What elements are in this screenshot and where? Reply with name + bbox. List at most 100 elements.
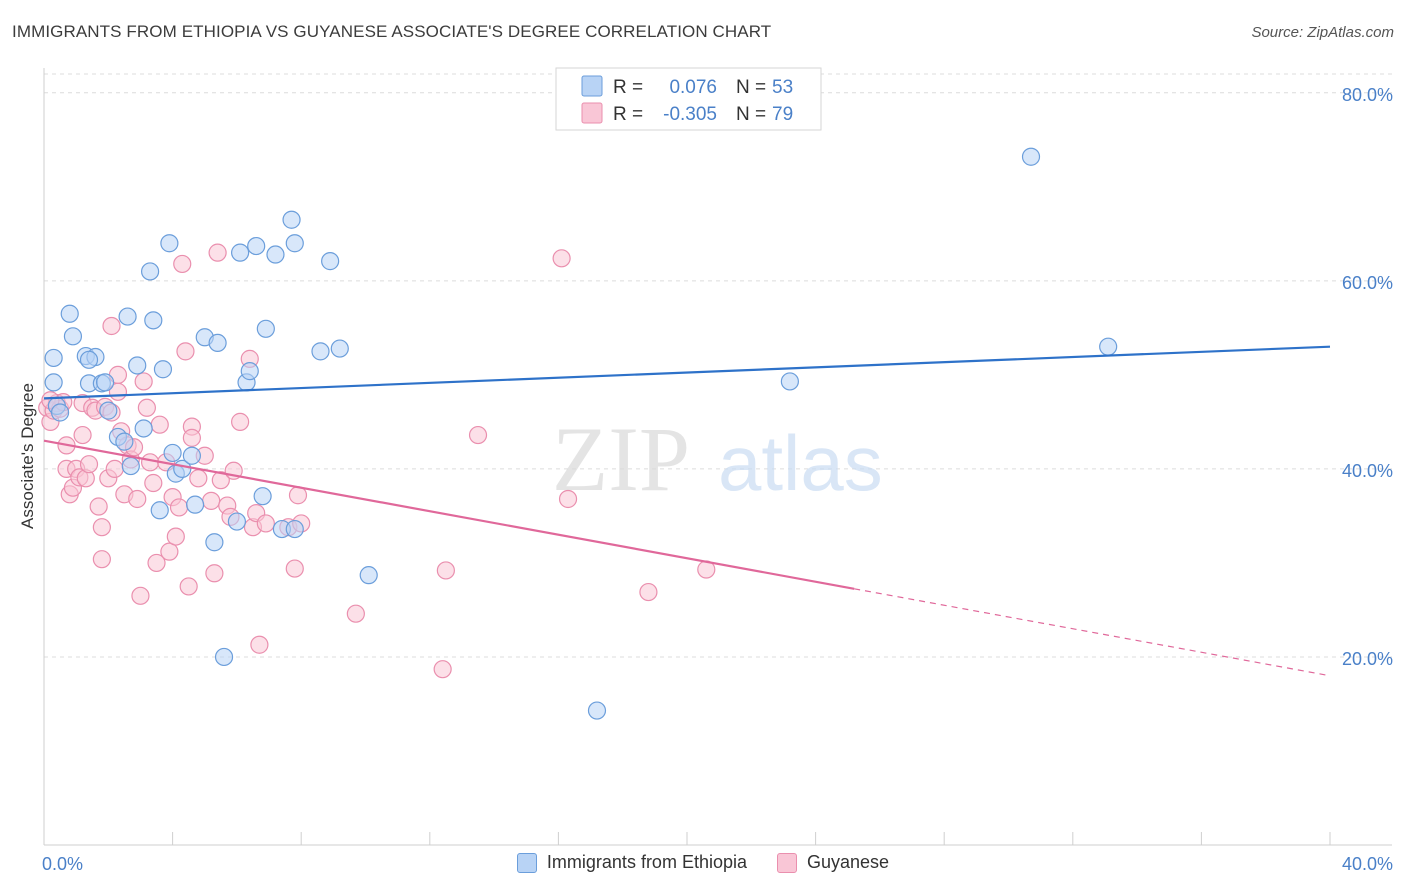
guyanese-trend-line [43, 439, 855, 590]
ethiopia-point-31 [214, 647, 234, 667]
ethiopia-point-43 [285, 519, 304, 539]
guyanese-point-24 [105, 459, 124, 479]
guyanese-point-59 [231, 412, 250, 431]
guyanese-point-64 [256, 514, 275, 533]
chart-title: IMMIGRANTS FROM ETHIOPIA VS GUYANESE ASS… [12, 22, 772, 41]
x-tick-label-40: 40.0% [1342, 854, 1393, 874]
guyanese-point-39 [150, 415, 169, 434]
ethiopia-point-49 [780, 372, 799, 391]
tick-labels: 20.0% 40.0% 60.0% 80.0% 0.0% 40.0% [42, 85, 1393, 874]
stats-n-value-blue: 53 [772, 77, 793, 98]
watermark-atlas: atlas [718, 419, 883, 507]
stats-r-label-pink: R = [613, 104, 643, 125]
guyanese-point-45 [173, 254, 192, 274]
ethiopia-point-39 [266, 245, 285, 264]
guyanese-point-33 [131, 586, 150, 605]
y-tick-label-60: 60.0% [1342, 273, 1393, 293]
guyanese-point-54 [208, 243, 227, 262]
axes [43, 68, 1392, 846]
ethiopia-point-27 [186, 495, 205, 514]
guyanese-point-63 [250, 635, 269, 654]
ethiopia-point-29 [205, 533, 224, 552]
legend-swatch-guyanese [777, 852, 797, 873]
ethiopia-point-30 [208, 333, 227, 353]
ethiopia-point-33 [231, 243, 250, 262]
ethiopia-point-13 [115, 432, 134, 451]
guyanese-point-34 [134, 372, 153, 391]
ethiopia-point-37 [253, 487, 272, 506]
ethiopia-point-41 [282, 210, 301, 229]
guyanese-point-71 [436, 561, 455, 580]
ethiopia-point-17 [134, 419, 153, 438]
guyanese-point-55 [211, 471, 230, 490]
ethiopia-point-26 [182, 446, 201, 465]
guyanese-point-50 [189, 469, 208, 488]
legend-item-guyanese: Guyanese [777, 852, 889, 873]
ethiopia-point-3 [60, 304, 79, 323]
bottom-legend: Immigrants from Ethiopia Guyanese [0, 852, 1406, 873]
legend-item-ethiopia: Immigrants from Ethiopia [516, 852, 747, 873]
ethiopia-point-0 [44, 373, 63, 392]
ethiopia-point-47 [359, 566, 378, 585]
legend-label-ethiopia: Immigrants from Ethiopia [546, 852, 747, 872]
ethiopia-point-35 [240, 362, 259, 381]
series-ethiopia-points [44, 147, 1118, 720]
stats-legend: R = 0.076 N = 53 R = -0.305 N = 79 [555, 67, 822, 131]
stats-swatch-blue [581, 75, 603, 97]
ethiopia-point-14 [118, 307, 137, 326]
guyanese-point-52 [202, 491, 221, 510]
ethiopia-point-46 [330, 339, 349, 358]
guyanese-point-38 [147, 553, 166, 573]
ethiopia-point-15 [121, 456, 140, 476]
watermark: ZIP atlas [552, 408, 883, 510]
ethiopia-point-48 [587, 701, 607, 720]
guyanese-point-41 [160, 542, 179, 561]
guyanese-point-32 [128, 489, 147, 509]
guyanese-point-44 [169, 498, 189, 517]
y-tick-label-20: 20.0% [1342, 649, 1393, 669]
guyanese-point-53 [205, 564, 224, 583]
ethiopia-point-20 [150, 501, 169, 520]
trend-lines [43, 345, 1331, 677]
guyanese-trend-extension [854, 588, 1331, 677]
ethiopia-trend-line [43, 345, 1331, 400]
ethiopia-point-19 [144, 311, 163, 330]
ethiopia-point-51 [1099, 337, 1118, 356]
ethiopia-point-16 [128, 356, 147, 375]
ethiopia-point-22 [160, 234, 179, 253]
ethiopia-point-42 [285, 234, 304, 253]
guyanese-point-35 [137, 398, 156, 417]
source-label: Source: ZipAtlas.com [1251, 24, 1394, 41]
y-tick-label-80: 80.0% [1342, 85, 1393, 105]
guyanese-point-17 [89, 497, 108, 516]
ethiopia-point-45 [321, 252, 340, 271]
ethiopia-point-23 [163, 443, 182, 463]
guyanese-point-78 [79, 455, 99, 474]
ethiopia-point-50 [1021, 147, 1041, 166]
guyanese-point-37 [144, 473, 163, 493]
legend-swatch-ethiopia [516, 852, 537, 873]
guyanese-point-19 [92, 550, 111, 569]
ethiopia-point-32 [227, 512, 246, 531]
watermark-zip: ZIP [552, 408, 690, 510]
guyanese-point-43 [166, 527, 185, 546]
guyanese-point-69 [346, 604, 365, 623]
guyanese-point-47 [179, 577, 198, 596]
ethiopia-point-52 [50, 403, 70, 422]
guyanese-point-75 [639, 582, 658, 602]
ethiopia-point-38 [256, 319, 275, 338]
guyanese-point-46 [176, 342, 195, 361]
stats-n-label-blue: N = [736, 77, 766, 98]
stats-r-label-blue: R = [613, 77, 643, 98]
guyanese-point-23 [102, 316, 121, 336]
ethiopia-point-10 [95, 373, 115, 392]
y-axis-label: Associate's Degree [18, 383, 37, 529]
stats-swatch-pink [581, 102, 603, 124]
ethiopia-point-11 [99, 401, 118, 420]
y-tick-label-40: 40.0% [1342, 461, 1393, 481]
ethiopia-point-1 [44, 348, 63, 368]
guyanese-point-73 [552, 249, 571, 268]
x-tick-label-0: 0.0% [42, 854, 83, 874]
stats-n-label-pink: N = [736, 104, 766, 125]
